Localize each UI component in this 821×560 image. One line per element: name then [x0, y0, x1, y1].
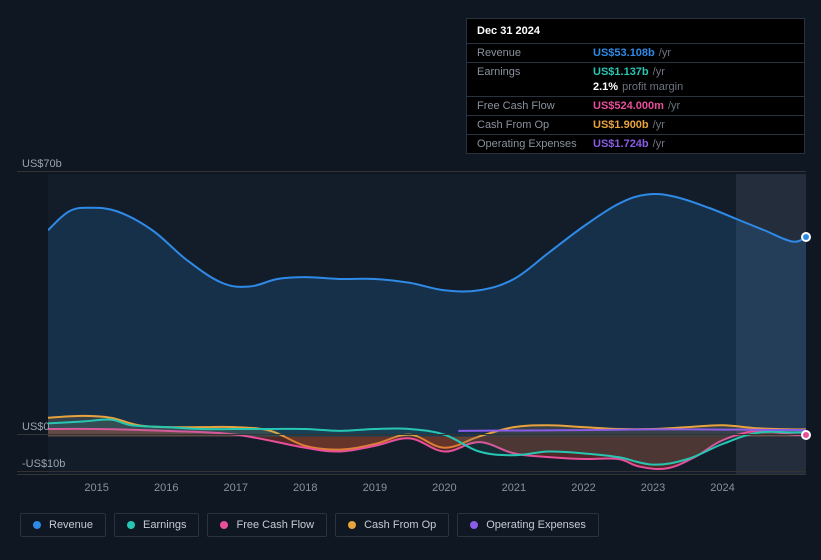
legend-dot-icon [220, 521, 228, 529]
tooltip-row-value: US$524.000m [593, 100, 664, 112]
tooltip-row: Operating ExpensesUS$1.724b/yr [467, 134, 804, 153]
legend-label: Revenue [49, 519, 93, 531]
x-axis-tick: 2021 [502, 482, 526, 494]
tooltip-row-value: 2.1% [593, 81, 618, 93]
legend-item-revenue[interactable]: Revenue [20, 513, 106, 537]
legend-label: Earnings [143, 519, 186, 531]
legend-dot-icon [33, 521, 41, 529]
tooltip-row-suffix: /yr [653, 66, 665, 78]
legend-item-earnings[interactable]: Earnings [114, 513, 199, 537]
series-end-marker-fcf [801, 430, 811, 440]
x-axis-tick: 2016 [154, 482, 178, 494]
tooltip-row-value: US$1.724b [593, 138, 649, 150]
x-axis-ticks: 2015 2016 2017 2018 2019 2020 2021 2022 2023 2024 [48, 482, 806, 498]
chart-svg [48, 174, 806, 474]
tooltip-row-suffix: /yr [659, 47, 671, 59]
series-end-marker-revenue [801, 232, 811, 242]
tooltip-row-label: Revenue [477, 47, 593, 59]
x-axis-tick: 2020 [432, 482, 456, 494]
legend-dot-icon [348, 521, 356, 529]
x-axis-tick: 2023 [641, 482, 665, 494]
earnings-revenue-chart: US$70b US$0 -US$10b 2015 2016 2017 2018 2019… [17, 158, 806, 538]
y-axis-label-neg: -US$10b [22, 458, 65, 470]
x-axis-tick: 2022 [571, 482, 595, 494]
tooltip-row: Free Cash FlowUS$524.000m/yr [467, 96, 804, 115]
tooltip-row-suffix: profit margin [622, 81, 683, 93]
tooltip-row-value: US$53.108b [593, 47, 655, 59]
x-axis-tick: 2019 [363, 482, 387, 494]
tooltip-row: Cash From OpUS$1.900b/yr [467, 115, 804, 134]
legend-label: Cash From Op [364, 519, 436, 531]
x-axis-tick: 2024 [710, 482, 734, 494]
legend-dot-icon [127, 521, 135, 529]
legend-dot-icon [470, 521, 478, 529]
tooltip-row: RevenueUS$53.108b/yr [467, 43, 804, 62]
tooltip-row-suffix: /yr [653, 138, 665, 150]
x-axis-tick: 2017 [224, 482, 248, 494]
series-fill-revenue [48, 194, 806, 437]
legend-label: Free Cash Flow [236, 519, 314, 531]
tooltip-row-value: US$1.900b [593, 119, 649, 131]
tooltip-row-value: US$1.137b [593, 66, 649, 78]
y-axis-label-top: US$70b [22, 158, 62, 170]
legend-label: Operating Expenses [486, 519, 586, 531]
plot-area[interactable] [48, 174, 806, 474]
legend-item-opex[interactable]: Operating Expenses [457, 513, 599, 537]
tooltip-row-label: Operating Expenses [477, 138, 593, 150]
tooltip-row: 2.1% profit margin [467, 81, 804, 96]
x-axis-tick: 2015 [84, 482, 108, 494]
chart-legend: Revenue Earnings Free Cash Flow Cash From O… [17, 513, 806, 537]
tooltip-row: EarningsUS$1.137b/yr [467, 62, 804, 81]
y-axis-label-zero: US$0 [22, 421, 50, 433]
legend-item-fcf[interactable]: Free Cash Flow [207, 513, 327, 537]
tooltip-row-suffix: /yr [653, 119, 665, 131]
chart-tooltip: Dec 31 2024 RevenueUS$53.108b/yrEarnings… [466, 18, 805, 154]
legend-item-cash_op[interactable]: Cash From Op [335, 513, 449, 537]
tooltip-row-label: Earnings [477, 66, 593, 78]
tooltip-row-label: Free Cash Flow [477, 100, 593, 112]
x-axis-tick: 2018 [293, 482, 317, 494]
tooltip-date: Dec 31 2024 [467, 19, 804, 43]
tooltip-row-label: Cash From Op [477, 119, 593, 131]
tooltip-row-suffix: /yr [668, 100, 680, 112]
